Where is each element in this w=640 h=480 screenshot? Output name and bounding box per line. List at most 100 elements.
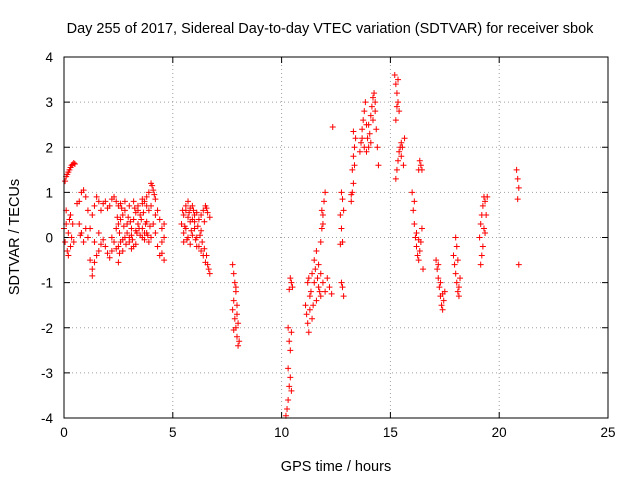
data-point [314,275,321,282]
data-point [119,248,126,255]
data-point [130,216,137,223]
data-point [410,207,417,214]
data-point [399,144,406,151]
data-point [76,220,83,227]
data-point [183,236,190,243]
data-point [318,225,325,232]
data-point [477,220,484,227]
data-point [339,284,346,291]
data-point [310,302,317,309]
data-point [393,103,400,110]
data-point [315,261,322,268]
data-point [194,223,201,230]
data-point [154,207,161,214]
data-point [307,288,314,295]
data-point [309,315,316,322]
data-point [302,302,309,309]
data-point [453,243,460,250]
data-point [67,243,74,250]
data-point [351,162,358,169]
y-tick-label: -1 [41,276,53,291]
data-point [115,220,122,227]
data-point [289,284,296,291]
data-point [514,196,521,203]
data-point [476,234,483,241]
data-point [206,214,213,221]
data-point [363,148,370,155]
data-point [350,180,357,187]
data-point [413,243,420,250]
data-point [368,103,375,110]
data-point [200,207,207,214]
data-point [106,202,113,209]
data-point [484,193,491,200]
data-point [367,112,374,119]
data-point [433,257,440,264]
data-point [286,338,293,345]
data-point [439,290,446,297]
data-point [414,252,421,259]
data-point [453,279,460,286]
data-point [437,279,444,286]
data-point [230,297,237,304]
data-point [205,266,212,273]
data-point [366,130,373,137]
data-point [400,162,407,169]
data-point [128,245,135,252]
data-point [420,266,427,273]
data-point [115,243,122,250]
data-point [305,329,312,336]
data-point [129,236,136,243]
data-point [68,234,75,241]
data-point [361,108,368,115]
data-point [392,81,399,88]
data-point [70,160,77,167]
data-point [455,293,462,300]
data-point [391,72,398,79]
data-point [436,284,443,291]
grid-lines [64,57,608,418]
data-point [285,324,292,331]
data-point [396,108,403,115]
x-tick-label: 20 [492,425,507,440]
data-point [62,178,69,185]
data-point [236,338,243,345]
data-point [117,200,124,207]
data-point [418,166,425,173]
plot-frame [63,56,609,419]
data-point [367,139,374,146]
data-point [309,270,316,277]
data-point [479,243,486,250]
data-point [124,229,131,236]
data-point [201,245,208,252]
data-point [313,248,320,255]
data-point [230,270,237,277]
data-point [348,198,355,205]
data-point [401,135,408,142]
data-point [131,205,138,212]
data-point [306,306,313,313]
data-point [203,205,210,212]
data-point [95,248,102,255]
data-point [148,234,155,241]
x-tick-label: 25 [600,425,615,440]
data-point [438,302,445,309]
data-point [161,234,168,241]
data-point [87,225,94,232]
data-point [337,211,344,218]
data-point [145,239,152,246]
data-point [348,191,355,198]
data-point [119,211,126,218]
data-point [121,198,128,205]
data-point [138,216,145,223]
data-point [121,207,128,214]
data-point [288,329,295,336]
data-point [111,239,118,246]
data-point [97,241,104,248]
data-point [179,207,186,214]
data-point [373,126,380,133]
data-point [339,196,346,203]
data-point [415,236,422,243]
y-tick-label: 0 [45,231,53,246]
data-point [203,252,210,259]
